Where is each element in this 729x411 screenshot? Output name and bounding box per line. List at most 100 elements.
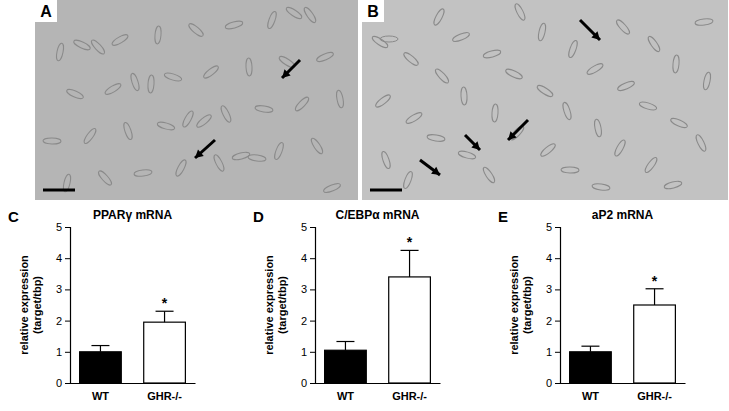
cell (202, 64, 220, 80)
cell (147, 75, 154, 93)
plot-area (80, 311, 186, 383)
axis-line (561, 383, 686, 384)
tick: 2 (56, 315, 70, 327)
axis-title: (target/tbp) (521, 276, 533, 334)
label-box (35, 0, 57, 22)
cell (434, 67, 451, 84)
significance: * (407, 234, 413, 250)
tick-label: 3 (546, 283, 552, 295)
tick-mark (555, 383, 560, 384)
chart-title: PPARγ mRNA (93, 208, 172, 222)
cell (111, 33, 130, 47)
significance: * (162, 295, 168, 311)
arrow-head (282, 69, 291, 78)
tick-mark (310, 383, 315, 384)
cell (380, 151, 392, 170)
tick-label: 1 (301, 346, 307, 358)
tick: 5 (301, 221, 315, 233)
axis-line (65, 228, 71, 384)
image-panel: A (35, 0, 358, 200)
arrow-head (591, 31, 600, 40)
cell (122, 122, 134, 141)
cell (323, 182, 342, 194)
tick-label: 0 (301, 377, 307, 389)
cell (593, 119, 602, 138)
bar (80, 352, 122, 383)
cell (537, 23, 547, 42)
tick-label: 5 (56, 221, 62, 233)
cell (174, 159, 188, 178)
cell (66, 88, 85, 101)
tick-label: 3 (56, 283, 62, 295)
tick: WT (92, 383, 109, 402)
cell (427, 134, 446, 143)
error-stem (590, 346, 591, 352)
arrow-shaft (195, 140, 215, 158)
figure: ABCPPARγ mRNArelative expression(target/… (0, 0, 729, 411)
tick-label: 3 (301, 283, 307, 295)
arrow-head (471, 141, 480, 150)
arrow-head (195, 150, 204, 158)
cell (539, 142, 557, 158)
axis-title: relative expression (18, 255, 30, 355)
cell (246, 58, 253, 76)
cell (187, 22, 205, 38)
tick-label: 0 (546, 377, 552, 389)
cell (592, 183, 611, 191)
cell (219, 105, 232, 124)
tick-mark (310, 227, 315, 228)
tick-label: 5 (301, 221, 307, 233)
tick: 4 (56, 252, 70, 264)
y-axis: 0 1 2 3 4 5 (546, 221, 561, 389)
cell (452, 31, 471, 43)
tick: 2 (301, 315, 315, 327)
tick-label: 1 (546, 346, 552, 358)
cell (643, 156, 658, 174)
tick: 3 (301, 283, 315, 295)
y-axis: 012345 (301, 221, 316, 389)
axis-title: (target/tbp) (31, 276, 43, 334)
cell (461, 87, 468, 105)
tick-mark (65, 227, 70, 228)
error-bar (156, 311, 174, 322)
axis-line (316, 383, 441, 384)
tick-mark (65, 321, 70, 322)
tick-label: 2 (56, 315, 62, 327)
cell (90, 38, 107, 55)
tick-label: 1 (56, 346, 62, 358)
cell (82, 127, 97, 145)
cell (536, 84, 554, 99)
cell (273, 142, 285, 161)
y-axis: 012345 (56, 221, 71, 389)
cell (104, 82, 123, 96)
bar (325, 350, 367, 383)
tick: WT (582, 383, 599, 402)
cell (212, 154, 226, 173)
error-stem (164, 311, 165, 322)
panel-label: B (367, 3, 379, 20)
tick: 2 (546, 315, 560, 327)
tick: GHR-/- (392, 383, 427, 402)
cell (402, 171, 414, 190)
cell (134, 169, 153, 177)
tick-label: 5 (546, 221, 552, 233)
cell (664, 180, 683, 190)
tick-label: GHR-/- (147, 390, 182, 402)
error-stem (409, 250, 410, 277)
tick-label: WT (337, 390, 354, 402)
significance: * (652, 273, 658, 289)
error-cap (91, 345, 109, 346)
bar (144, 322, 186, 383)
cell (55, 43, 65, 62)
x-axis: WT GHR-/- (71, 383, 196, 402)
tick: 1 (56, 346, 70, 358)
bar-chart: CPPARγ mRNArelative expression(target/tb… (8, 208, 196, 402)
cell (617, 80, 636, 93)
tick-label: 4 (546, 252, 552, 264)
cell (255, 105, 274, 114)
cell (694, 134, 707, 153)
cell (73, 38, 92, 51)
arrow-shaft (420, 160, 440, 175)
cell (639, 100, 658, 111)
tick-mark (65, 383, 70, 384)
